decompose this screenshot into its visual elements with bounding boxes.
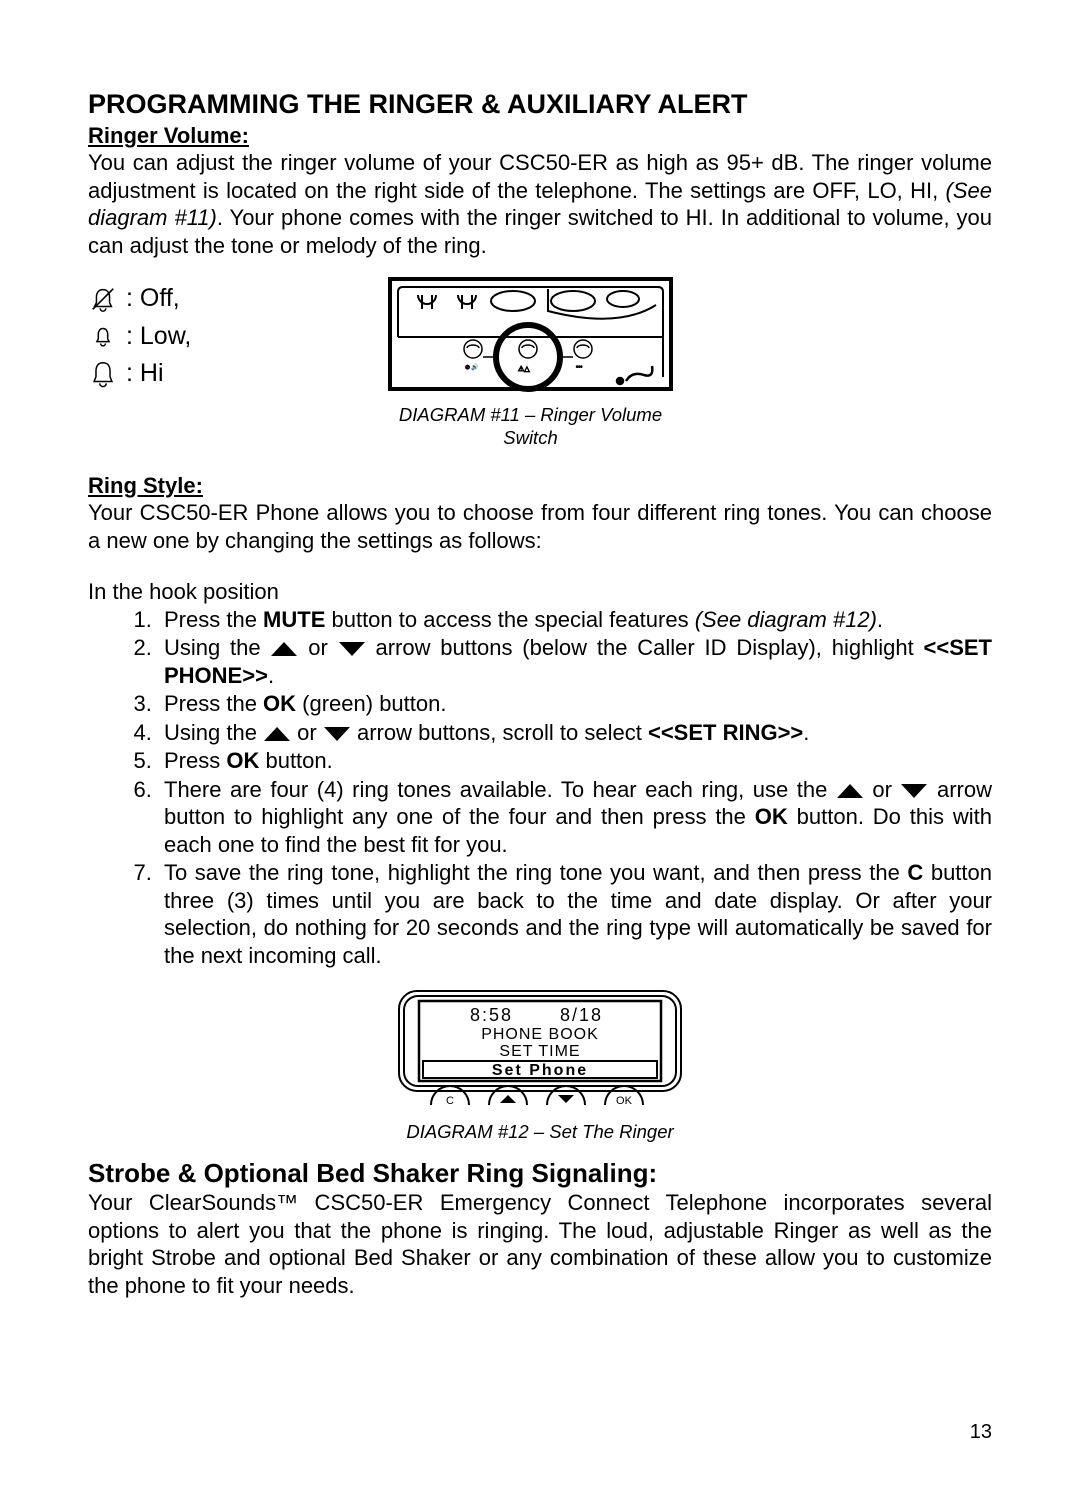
down-arrow-icon bbox=[323, 726, 351, 742]
up-arrow-icon bbox=[836, 783, 864, 799]
s2b: or bbox=[298, 635, 337, 660]
d12-time: 8:58 bbox=[470, 1005, 513, 1025]
s1e: . bbox=[877, 607, 883, 632]
diagram11-svg: ⊘🔊 ⚠△ ••• bbox=[388, 277, 673, 397]
s1b: MUTE bbox=[263, 607, 325, 632]
legend-off: : Off, bbox=[88, 283, 258, 314]
page-number: 13 bbox=[970, 1420, 992, 1445]
step-7: To save the ring tone, highlight the rin… bbox=[158, 859, 992, 969]
diagram12-svg: 8:58 8/18 PHONE BOOK SET TIME Set Phone … bbox=[395, 987, 685, 1107]
step-5: Press OK button. bbox=[158, 747, 992, 775]
s3b: OK bbox=[263, 691, 296, 716]
step-4: Using the or arrow buttons, scroll to se… bbox=[158, 719, 992, 747]
s2c: arrow buttons (below the Caller ID Displ… bbox=[366, 635, 924, 660]
s6b: or bbox=[864, 777, 901, 802]
svg-text:⊘: ⊘ bbox=[465, 365, 470, 371]
ringer-legend: : Off, : Low, : Hi bbox=[88, 277, 258, 395]
legend-low-label: : Low, bbox=[126, 321, 191, 352]
s6d: OK bbox=[755, 804, 788, 829]
hook-position: In the hook position bbox=[88, 578, 992, 606]
legend-low: : Low, bbox=[88, 321, 258, 352]
s4a: Using the bbox=[164, 720, 263, 745]
legend-hi-label: : Hi bbox=[126, 358, 164, 389]
down-arrow-icon bbox=[338, 641, 366, 657]
s4c: arrow buttons, scroll to select bbox=[351, 720, 648, 745]
step-2: Using the or arrow buttons (below the Ca… bbox=[158, 634, 992, 689]
bell-hi-icon bbox=[88, 358, 118, 388]
svg-text:•••: ••• bbox=[576, 365, 582, 371]
manual-page: PROGRAMMING THE RINGER & AUXILIARY ALERT… bbox=[0, 0, 1080, 1491]
legend-off-label: : Off, bbox=[126, 283, 180, 314]
s2a: Using the bbox=[164, 635, 270, 660]
d12-btn-ok: OK bbox=[616, 1095, 633, 1107]
d12-date: 8/18 bbox=[560, 1005, 603, 1025]
s5c: button. bbox=[259, 748, 332, 773]
s3a: Press the bbox=[164, 691, 263, 716]
ring-style-heading: Ring Style: bbox=[88, 472, 992, 500]
rv-body-a: You can adjust the ringer volume of your… bbox=[88, 150, 992, 203]
s7a: To save the ring tone, highlight the rin… bbox=[164, 860, 907, 885]
section2-title: Strobe & Optional Bed Shaker Ring Signal… bbox=[88, 1157, 992, 1190]
bell-low-icon bbox=[88, 321, 118, 351]
d12-btn-c: C bbox=[446, 1095, 454, 1107]
s5a: Press bbox=[164, 748, 226, 773]
ring-style-steps: Press the MUTE button to access the spec… bbox=[130, 606, 992, 970]
rv-body-b: . Your phone comes with the ringer switc… bbox=[88, 205, 992, 258]
s4e: . bbox=[803, 720, 809, 745]
bell-off-icon bbox=[88, 284, 118, 314]
step-6: There are four (4) ring tones available.… bbox=[158, 776, 992, 859]
ringer-volume-body: You can adjust the ringer volume of your… bbox=[88, 149, 992, 259]
step-1: Press the MUTE button to access the spec… bbox=[158, 606, 992, 634]
up-arrow-icon bbox=[263, 726, 291, 742]
section-title: PROGRAMMING THE RINGER & AUXILIARY ALERT bbox=[88, 88, 992, 122]
step-3: Press the OK (green) button. bbox=[158, 690, 992, 718]
diagram12: 8:58 8/18 PHONE BOOK SET TIME Set Phone … bbox=[88, 987, 992, 1143]
diagram12-caption: DIAGRAM #12 – Set The Ringer bbox=[88, 1120, 992, 1143]
ring-style-intro: Your CSC50-ER Phone allows you to choose… bbox=[88, 499, 992, 554]
d12-l2: PHONE BOOK bbox=[481, 1026, 599, 1043]
section2-body: Your ClearSounds™ CSC50-ER Emergency Con… bbox=[88, 1189, 992, 1299]
s4d: <<SET RING>> bbox=[648, 720, 803, 745]
diagram11-caption: DIAGRAM #11 – Ringer Volume Switch bbox=[388, 403, 673, 449]
svg-text:⚠△: ⚠△ bbox=[518, 365, 530, 373]
d12-l3: SET TIME bbox=[499, 1043, 580, 1060]
s4b: or bbox=[291, 720, 323, 745]
up-arrow-icon bbox=[270, 641, 298, 657]
s3c: (green) button. bbox=[296, 691, 446, 716]
d12-l4: Set Phone bbox=[492, 1062, 588, 1079]
s6a: There are four (4) ring tones available.… bbox=[164, 777, 836, 802]
s1d: (See diagram #12) bbox=[695, 607, 877, 632]
s1c: button to access the special features bbox=[325, 607, 694, 632]
diagram11-row: : Off, : Low, : Hi bbox=[88, 277, 992, 449]
s1a: Press the bbox=[164, 607, 263, 632]
s2e: . bbox=[268, 663, 274, 688]
svg-text:🔊: 🔊 bbox=[471, 363, 479, 371]
s7b: C bbox=[907, 860, 923, 885]
s5b: OK bbox=[226, 748, 259, 773]
legend-hi: : Hi bbox=[88, 358, 258, 389]
down-arrow-icon bbox=[900, 783, 928, 799]
diagram11: ⊘🔊 ⚠△ ••• DIAGRAM #11 – Ringer Volume Sw… bbox=[388, 277, 673, 449]
ringer-volume-heading: Ringer Volume: bbox=[88, 122, 992, 150]
